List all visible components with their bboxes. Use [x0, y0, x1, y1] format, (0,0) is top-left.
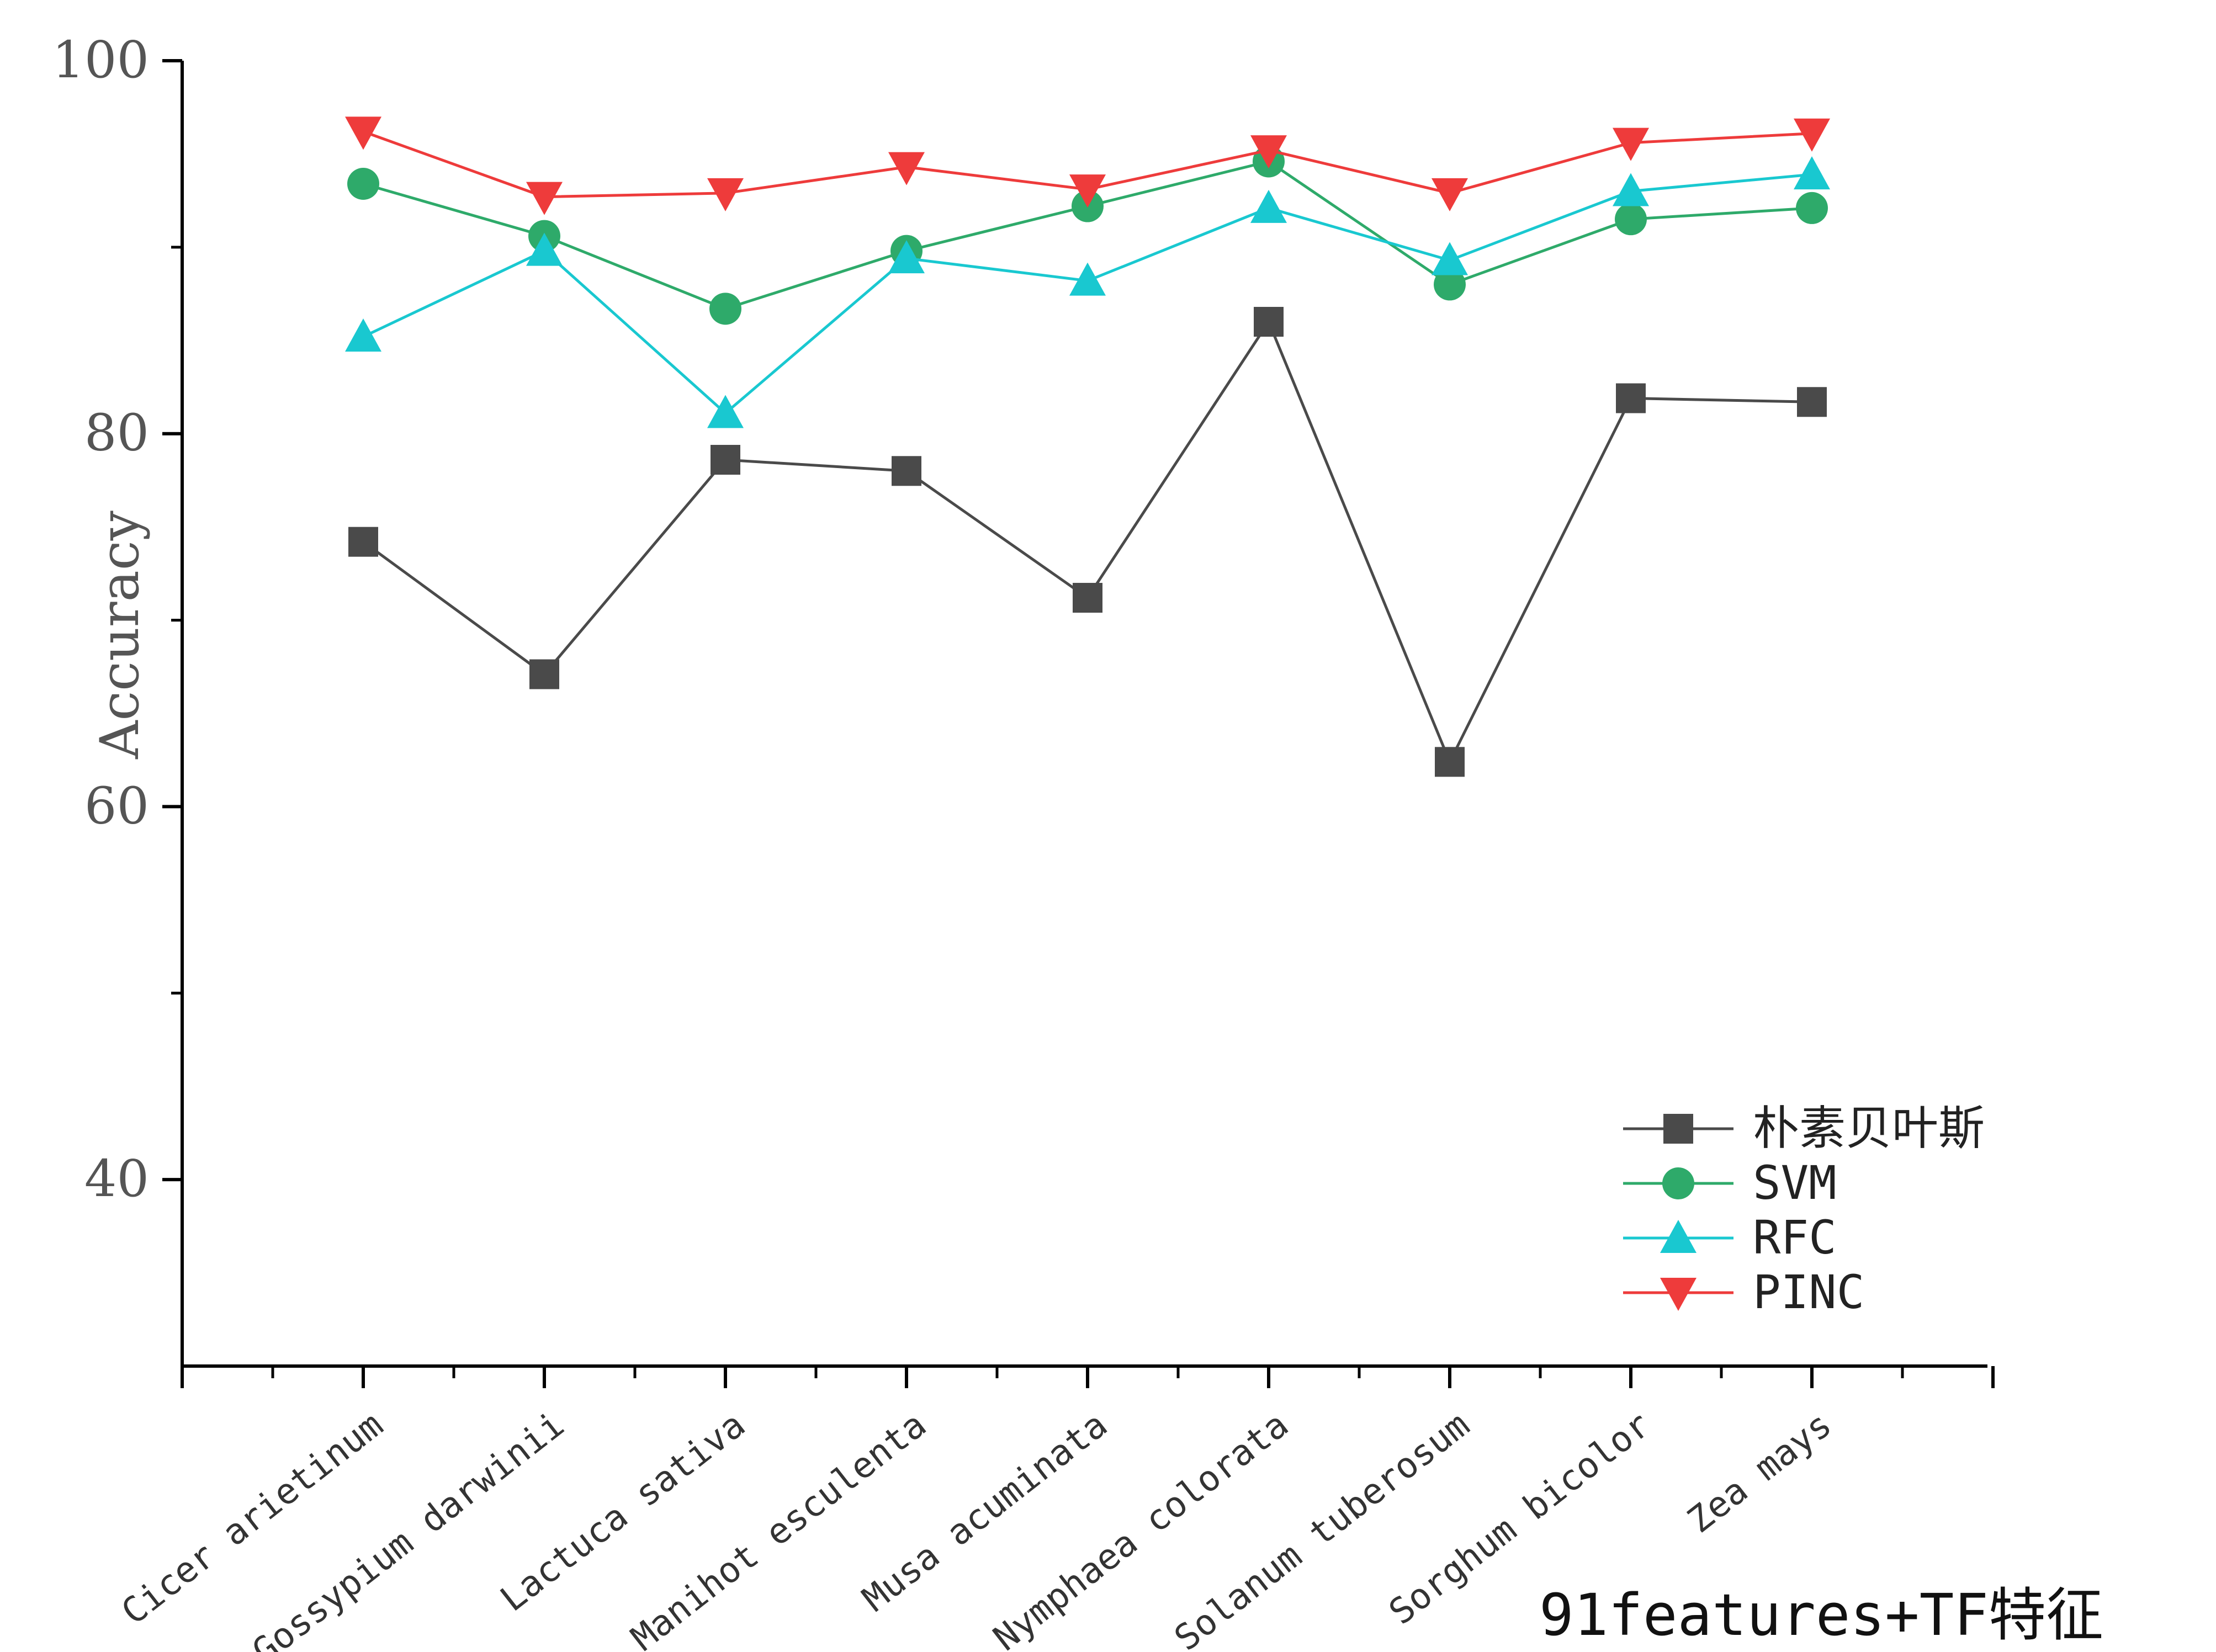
- legend-marker: [1662, 1167, 1694, 1199]
- series-1: [347, 145, 1828, 325]
- data-point: [1794, 118, 1830, 152]
- data-point: [348, 527, 378, 557]
- y-tick-label: 80: [84, 403, 149, 463]
- y-axis-ticks: 100 80 60 40: [52, 30, 182, 1208]
- y-tick-label: 60: [84, 776, 149, 835]
- x-tick-label: Zea mays: [1680, 1404, 1839, 1541]
- data-point: [1073, 583, 1102, 613]
- data-point: [1613, 173, 1649, 206]
- legend-item: 朴素贝叶斯: [1623, 1101, 1985, 1155]
- data-point: [707, 395, 744, 428]
- data-point: [1254, 307, 1284, 337]
- data-point: [1250, 189, 1287, 223]
- series-0: [348, 307, 1827, 777]
- legend-label: PINC: [1753, 1265, 1864, 1319]
- data-point: [526, 232, 563, 266]
- legend-label: SVM: [1753, 1156, 1837, 1210]
- legend-item: RFC: [1623, 1210, 1837, 1265]
- legend-marker: [1663, 1114, 1693, 1144]
- y-axis-title: Accuracy: [89, 511, 151, 759]
- data-point: [1432, 242, 1468, 275]
- x-tick-label: Nymphaea colorata: [986, 1404, 1296, 1652]
- data-point: [1613, 128, 1649, 161]
- data-point: [1797, 387, 1827, 417]
- data-point: [888, 152, 925, 185]
- data-point: [345, 318, 381, 352]
- data-point: [1069, 262, 1106, 296]
- data-point: [892, 456, 921, 486]
- legend-item: SVM: [1623, 1156, 1837, 1210]
- data-point: [1435, 747, 1465, 777]
- series-3: [345, 116, 1830, 215]
- data-point: [345, 116, 381, 150]
- legend-label: RFC: [1753, 1210, 1837, 1265]
- data-point: [1434, 268, 1466, 301]
- series-2: [345, 156, 1830, 428]
- data-point: [1069, 174, 1106, 208]
- x-tick-label: Manihot esculenta: [624, 1404, 934, 1652]
- data-point: [709, 293, 741, 325]
- legend-marker: [1660, 1220, 1697, 1253]
- data-point: [1432, 178, 1468, 211]
- data-point: [1616, 383, 1646, 413]
- legend-item: PINC: [1623, 1265, 1864, 1319]
- data-point: [711, 445, 740, 475]
- data-point: [1250, 135, 1287, 169]
- data-point: [1615, 203, 1647, 236]
- series-layer: [345, 116, 1830, 777]
- y-tick-label: 100: [52, 30, 149, 89]
- chart-caption: 91features+TF特征: [1539, 1581, 2103, 1649]
- legend-marker: [1660, 1278, 1697, 1311]
- data-point: [347, 167, 379, 200]
- data-point: [1794, 156, 1830, 190]
- data-point: [707, 178, 744, 211]
- y-tick-label: 40: [84, 1149, 149, 1208]
- series-line: [362, 318, 1812, 766]
- data-point: [888, 240, 925, 274]
- data-point: [526, 182, 563, 215]
- axes: [181, 61, 1987, 1368]
- data-point: [1796, 192, 1828, 224]
- legend-label: 朴素贝叶斯: [1753, 1101, 1985, 1155]
- data-point: [529, 659, 559, 689]
- x-tick-label: Solanum tuberosum: [1167, 1404, 1477, 1652]
